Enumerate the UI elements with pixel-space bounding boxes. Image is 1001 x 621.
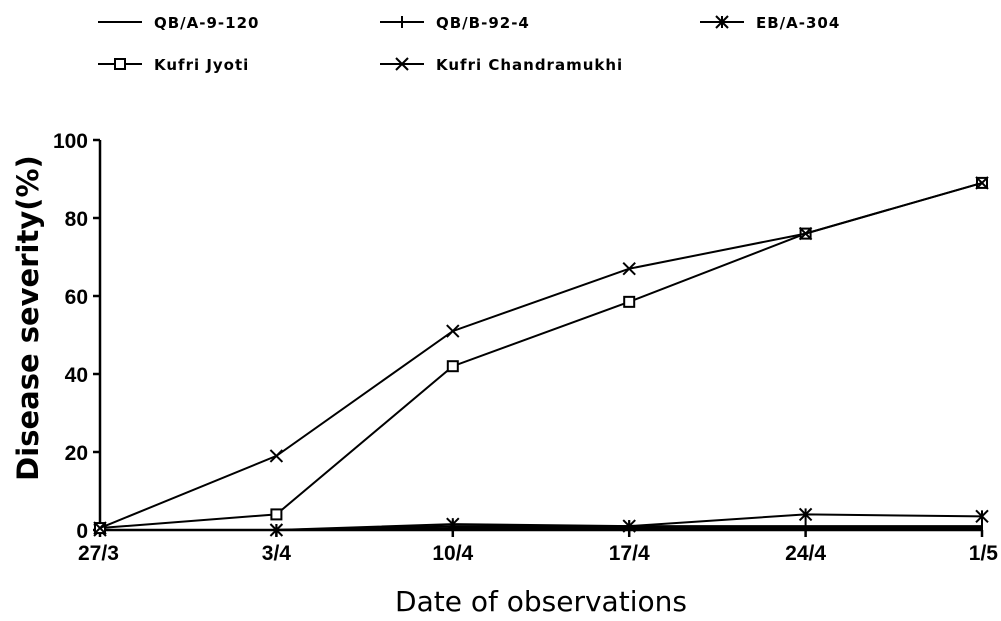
x-tick-label: 17/4 (609, 542, 650, 565)
x-tick-label: 3/4 (262, 542, 292, 565)
y-tick-label: 100 (53, 130, 88, 153)
legend-marker (115, 59, 125, 69)
y-ticks: 0 20 40 60 80 100 (53, 130, 100, 543)
y-tick-label: 80 (65, 208, 88, 231)
legend-label: QB/A-9-120 (154, 14, 259, 32)
x-tick-label: 27/3 (78, 542, 119, 565)
legend: QB/A-9-120 QB/B-92-4 EB/A-304 Kufri Jyoti Ku… (98, 14, 840, 74)
x-tick-label: 24/4 (785, 542, 826, 565)
data-point (447, 325, 459, 337)
legend-label: Kufri Jyoti (154, 56, 249, 74)
data-point (271, 509, 281, 519)
legend-item: Kufri Jyoti (98, 56, 249, 74)
series-eb-a-304 (94, 508, 988, 536)
series-kufri-jyoti (95, 178, 987, 533)
series-line (100, 183, 982, 528)
x-ticks: 27/3 3/4 10/4 17/4 24/4 1/5 (78, 530, 998, 565)
legend-item: QB/B-92-4 (380, 14, 530, 32)
series-kufri-chandramukhi (94, 177, 988, 534)
data-point (270, 450, 282, 462)
y-tick-label: 0 (76, 520, 88, 543)
legend-label: Kufri Chandramukhi (436, 56, 623, 74)
y-tick-label: 40 (65, 364, 88, 387)
series-line (100, 183, 982, 528)
y-tick-label: 20 (65, 442, 88, 465)
data-point (624, 297, 634, 307)
legend-item: EB/A-304 (700, 14, 840, 32)
legend-item: QB/A-9-120 (98, 14, 259, 32)
plot-area (94, 177, 988, 536)
legend-item: Kufri Chandramukhi (380, 56, 623, 74)
x-axis-title: Date of observations (395, 585, 687, 618)
data-point (448, 361, 458, 371)
y-tick-label: 60 (65, 286, 88, 309)
legend-label: EB/A-304 (756, 14, 840, 32)
x-tick-label: 10/4 (432, 542, 473, 565)
y-axis-title: Disease severity(%) (11, 155, 45, 481)
x-tick-label: 1/5 (969, 542, 999, 565)
legend-label: QB/B-92-4 (436, 14, 530, 32)
